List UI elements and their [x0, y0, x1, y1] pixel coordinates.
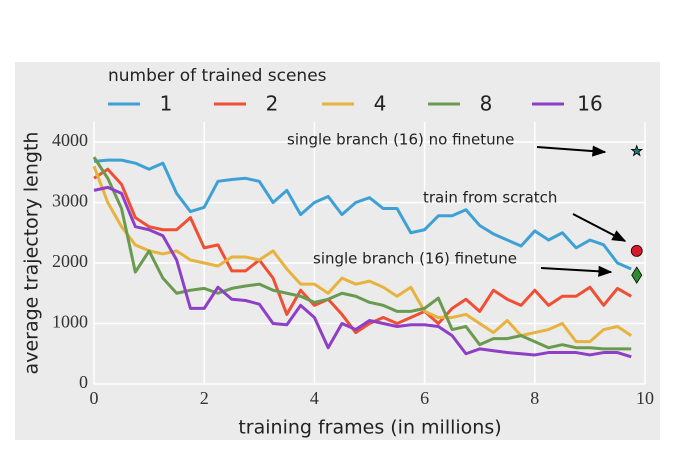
legend-label: 2 [266, 92, 279, 116]
series-line [93, 185, 632, 359]
x-tick-label: 0 [90, 388, 99, 408]
arrow [572, 213, 627, 242]
y-tick-label: 1000 [52, 312, 88, 332]
y-tick-label: 0 [79, 372, 88, 392]
x-tick-label: 4 [310, 388, 319, 408]
annotation: single branch (16) finetune [313, 250, 517, 268]
series-line [92, 156, 632, 351]
y-tick-label: 3000 [52, 191, 88, 211]
x-axis-label: training frames (in millions) [238, 417, 501, 439]
annotation: train from scratch [423, 189, 557, 207]
background [15, 62, 660, 440]
marker-star [630, 144, 644, 157]
legend-label: 1 [160, 92, 173, 116]
x-tick-label: 8 [530, 388, 539, 408]
y-tick-label: 2000 [52, 251, 88, 271]
series-line [93, 158, 632, 271]
y-axis-label: average trajectory length [21, 132, 43, 375]
y-tick-label: 4000 [52, 130, 88, 150]
x-tick-label: 10 [636, 388, 654, 408]
legend-title: number of trained scenes [108, 66, 327, 86]
marker-diamond [631, 266, 643, 284]
legend-label: 8 [480, 92, 493, 116]
series-line [92, 165, 633, 344]
x-tick-label: 2 [200, 388, 209, 408]
annotation: single branch (16) no finetune [287, 131, 514, 149]
series-line [93, 167, 632, 335]
legend-label: 4 [374, 92, 387, 116]
marker-circle [630, 244, 643, 257]
arrow [540, 265, 613, 277]
legend-label: 16 [577, 92, 602, 116]
arrow [536, 145, 607, 157]
x-tick-label: 6 [420, 388, 429, 408]
